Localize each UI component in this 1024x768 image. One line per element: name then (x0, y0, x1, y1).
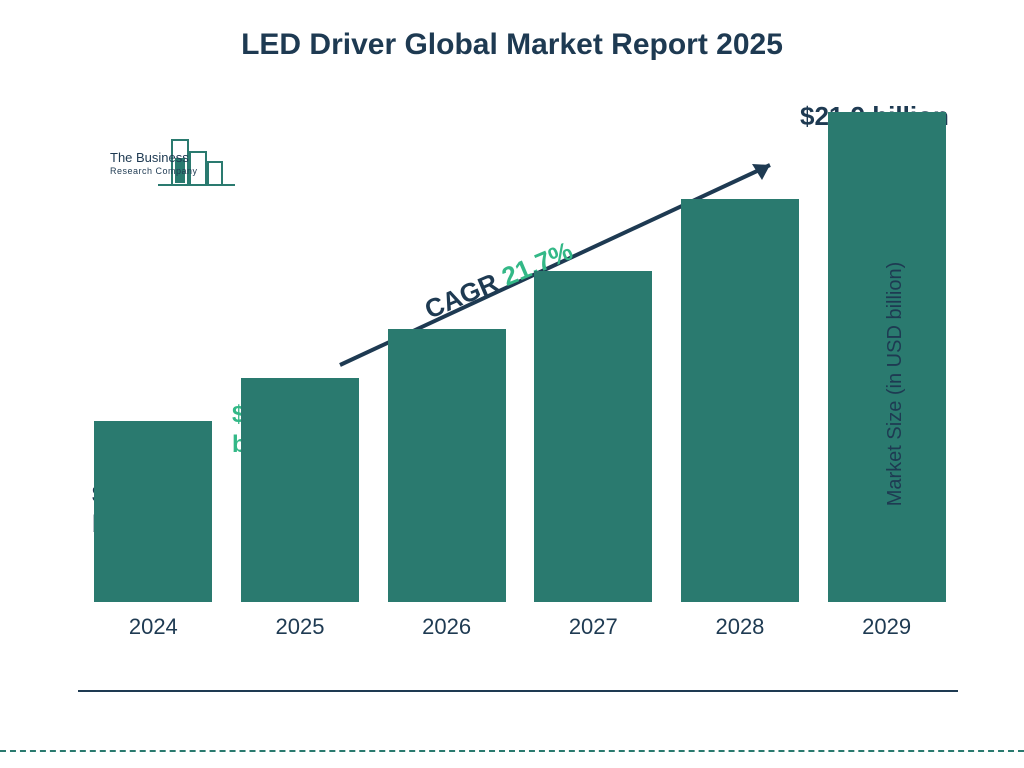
bar (94, 421, 212, 602)
bar-x-label: 2025 (276, 614, 325, 640)
bar-x-label: 2027 (569, 614, 618, 640)
bar (681, 199, 799, 602)
bar-x-label: 2029 (862, 614, 911, 640)
bar (388, 329, 506, 602)
bottom-dashed-line (0, 750, 1024, 752)
bar-group: 2024 (88, 421, 218, 640)
bars-container: 2024 2025 2026 2027 2028 2029 (80, 140, 960, 640)
bar (241, 378, 359, 602)
bar-group: 2026 (382, 329, 512, 640)
bar-group: 2028 (675, 199, 805, 640)
bar-x-label: 2026 (422, 614, 471, 640)
x-axis-line (78, 690, 958, 692)
y-axis-label: Market Size (in USD billion) (884, 262, 907, 507)
bar-chart: 2024 2025 2026 2027 2028 2029 (80, 120, 960, 680)
bar (534, 271, 652, 602)
chart-title: LED Driver Global Market Report 2025 (0, 28, 1024, 62)
bar-group: 2027 (528, 271, 658, 640)
bar-group: 2025 (235, 378, 365, 640)
bar-x-label: 2028 (715, 614, 764, 640)
bar-x-label: 2024 (129, 614, 178, 640)
